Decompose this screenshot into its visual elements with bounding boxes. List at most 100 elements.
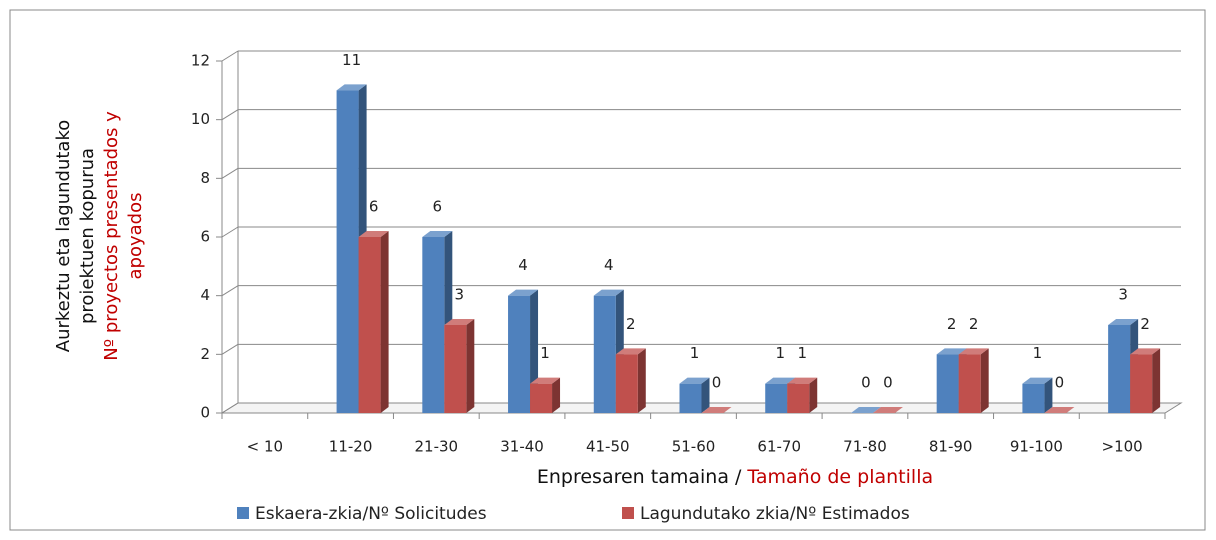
bar-top	[444, 319, 475, 325]
y-tick-label: 0	[200, 404, 210, 422]
bar-front	[1130, 354, 1153, 413]
bar	[1130, 348, 1161, 413]
x-axis-title-part: Enpresaren tamaina /	[537, 466, 742, 488]
bar	[1022, 377, 1053, 413]
data-label: 0	[712, 374, 722, 392]
data-label: 1	[797, 344, 807, 362]
bar-top	[615, 348, 646, 355]
x-tick-label: >100	[1102, 438, 1143, 456]
x-tick-label: 51-60	[672, 438, 716, 456]
data-label: 1	[690, 344, 700, 362]
bar	[850, 407, 881, 413]
bar-side	[1044, 377, 1053, 413]
data-label: 2	[1140, 315, 1150, 333]
data-label: 2	[626, 315, 636, 333]
bar-top	[422, 231, 453, 237]
bar	[615, 348, 646, 413]
legend-label: Lagundutako zkia/Nº Estimados	[640, 504, 910, 524]
bar	[872, 407, 903, 413]
bar-side	[637, 348, 646, 413]
bar-top	[958, 348, 989, 355]
bar	[701, 407, 732, 413]
x-axis-title-part: Tamaño de plantilla	[746, 466, 933, 488]
data-label: 1	[540, 344, 550, 362]
grid-line	[221, 285, 239, 297]
legend-swatch	[622, 507, 634, 519]
bar	[358, 231, 389, 413]
bar-front	[358, 237, 381, 413]
legend-label: Eskaera-zkia/Nº Solicitudes	[255, 504, 487, 524]
bar-front	[444, 325, 467, 413]
data-label: 3	[1118, 286, 1128, 304]
bar-top	[336, 84, 367, 91]
bar-top	[872, 407, 903, 413]
y-axis-title-line: apoyados	[125, 193, 146, 280]
bar-top	[679, 377, 710, 384]
y-tick-label: 4	[200, 286, 210, 304]
data-label: 2	[947, 315, 957, 333]
bar-front	[787, 383, 810, 413]
x-tick-label: 11-20	[329, 438, 373, 456]
grid-line	[221, 109, 239, 121]
bar-side	[809, 377, 818, 413]
bar-front	[593, 295, 616, 413]
bar-front	[422, 237, 445, 413]
data-label: 2	[969, 315, 979, 333]
bar	[1044, 407, 1075, 413]
data-label: 6	[369, 198, 379, 216]
bar-top	[1044, 407, 1075, 413]
x-tick-label: 41-50	[586, 438, 630, 456]
bar-front	[936, 354, 959, 413]
bar-side	[980, 348, 989, 413]
bar-side	[466, 319, 475, 413]
bar-front	[615, 354, 638, 413]
x-tick-label: 81-90	[929, 438, 973, 456]
data-label: 6	[433, 198, 443, 216]
y-tick-label: 2	[200, 345, 210, 363]
bar-top	[787, 377, 818, 384]
data-label: 1	[775, 344, 785, 362]
x-axis-title: Enpresaren tamaina / Tamaño de plantilla	[537, 466, 933, 488]
x-tick-label: 61-70	[757, 438, 801, 456]
x-tick-label: 31-40	[500, 438, 544, 456]
bar-front	[679, 383, 702, 413]
bar-top	[530, 377, 561, 384]
bar-top	[1022, 377, 1053, 384]
bar-top	[1108, 319, 1139, 325]
data-label: 3	[455, 286, 465, 304]
bar-side	[1152, 348, 1161, 413]
y-axis-title-line: Nº proyectos presentados y	[101, 111, 122, 361]
bar-front	[508, 295, 531, 413]
y-tick-label: 6	[200, 228, 210, 246]
data-label: 4	[604, 256, 614, 274]
bar-top	[508, 289, 539, 296]
bar-front	[765, 383, 788, 413]
x-tick-label: 91-100	[1010, 438, 1063, 456]
data-label: 1	[1033, 344, 1043, 362]
bar	[958, 348, 989, 413]
y-tick-label: 12	[191, 52, 210, 70]
grid-line	[221, 167, 239, 179]
x-tick-label: 21-30	[415, 438, 459, 456]
bar-top	[358, 231, 389, 237]
bar-front	[530, 383, 553, 413]
bar-front	[1108, 325, 1131, 413]
data-label: 0	[861, 374, 871, 392]
x-tick-label: 71-80	[843, 438, 887, 456]
y-tick-label: 10	[191, 110, 210, 128]
y-tick-label: 8	[200, 169, 210, 187]
grid-line	[221, 226, 239, 238]
grid-line	[221, 50, 239, 62]
bar	[444, 319, 475, 413]
bar-top	[593, 289, 624, 296]
y-axis-title-line: proiektuen kopurua	[77, 148, 98, 324]
legend-swatch	[237, 507, 249, 519]
bar-side	[552, 377, 561, 413]
grid-line	[221, 402, 239, 414]
bar	[530, 377, 561, 413]
bar-front	[336, 90, 359, 413]
y-axis-title-line: Aurkeztu eta lagundutako	[53, 120, 74, 353]
data-label: 11	[342, 51, 361, 69]
data-label: 0	[1055, 374, 1065, 392]
